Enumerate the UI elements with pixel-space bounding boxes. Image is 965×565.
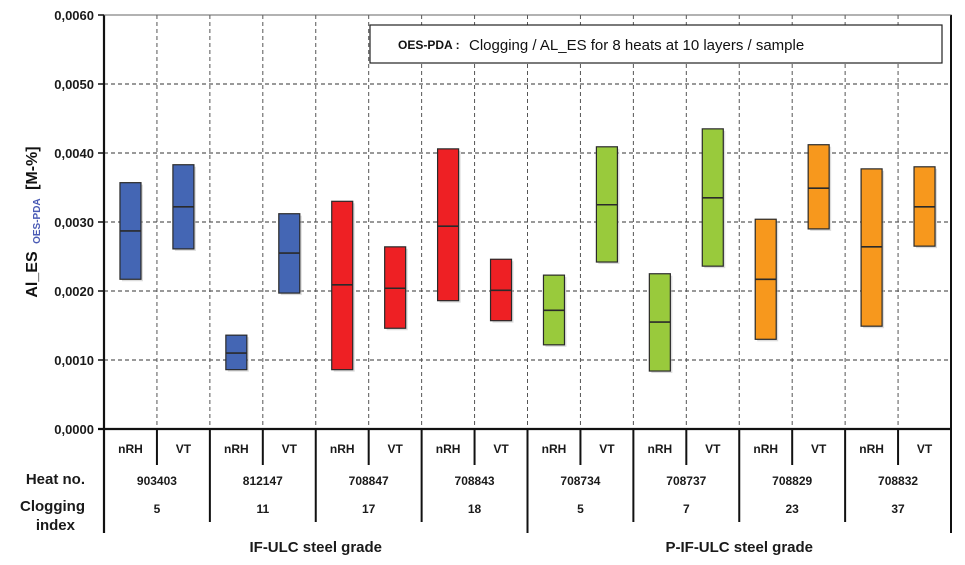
y-axis-label-unit: [M-%] [24, 146, 41, 190]
chart-title: Clogging / AL_ES for 8 heats at 10 layer… [469, 37, 804, 54]
y-tick-label: 0,0000 [54, 422, 94, 437]
legend-frame [369, 24, 943, 64]
svg-text:Al_ES OES-PDA [M-%: Al_ES OES-PDA [M-%] [24, 146, 44, 297]
process-label-nRH: nRH [436, 442, 461, 456]
row-label-index: index [36, 517, 76, 534]
y-axis-label-subscript: OES-PDA [32, 198, 43, 244]
process-label-VT: VT [811, 442, 827, 456]
y-ticks: 0,0000 0,0010 0,0020 0,0030 0,0040 0,0050 0,00… [54, 8, 94, 437]
clogging-index: 11 [256, 502, 269, 516]
y-tick-label: 0,0010 [54, 353, 94, 368]
heat-number: 903403 [137, 474, 177, 488]
process-label-nRH: nRH [542, 442, 567, 456]
process-label-nRH: nRH [859, 442, 884, 456]
process-label-VT: VT [493, 442, 509, 456]
heat-number: 812147 [243, 474, 283, 488]
heat-number: 708734 [560, 474, 600, 488]
process-label-nRH: nRH [648, 442, 673, 456]
range-bar-708843-nRH [436, 148, 460, 302]
process-label-VT: VT [282, 442, 298, 456]
row-label-heat-no: Heat no. [26, 471, 85, 488]
clogging-index: 18 [468, 502, 482, 516]
clogging-index: 5 [577, 502, 584, 516]
heat-number: 708847 [349, 474, 389, 488]
heat-number: 708829 [772, 474, 812, 488]
process-label-VT: VT [917, 442, 933, 456]
process-label-nRH: nRH [224, 442, 249, 456]
y-axis-label-main: Al_ES [24, 251, 41, 298]
legend-prefix: OES-PDA : [398, 38, 460, 52]
y-axis-label: Al_ES OES-PDA [M-%] [24, 146, 44, 297]
range-bar-708829-VT [807, 144, 830, 230]
y-tick-label: 0,0060 [54, 8, 94, 23]
row-label-clogging: Clogging [20, 498, 85, 515]
category-table: Heat no. Clogging index nRH VT 903403 5 nRH V… [20, 429, 933, 556]
process-label-VT: VT [387, 442, 403, 456]
process-label-VT: VT [176, 442, 192, 456]
clogging-index: 23 [786, 502, 800, 516]
process-label-VT: VT [705, 442, 721, 456]
axes [98, 14, 952, 533]
process-label-VT: VT [599, 442, 615, 456]
process-label-nRH: nRH [330, 442, 355, 456]
heat-number: 708737 [666, 474, 706, 488]
y-tick-label: 0,0040 [54, 146, 94, 161]
steel-grade-group-label: P-IF-ULC steel grade [665, 539, 813, 556]
legend-box: OES-PDA : Clogging / AL_ES for 8 heats a… [369, 24, 943, 64]
process-label-nRH: nRH [753, 442, 778, 456]
clogging-index: 37 [891, 502, 905, 516]
y-tick-label: 0,0020 [54, 284, 94, 299]
steel-grade-group-label: IF-ULC steel grade [249, 539, 382, 556]
y-tick-label: 0,0050 [54, 77, 94, 92]
heat-number: 708843 [455, 474, 495, 488]
clogging-index: 5 [154, 502, 161, 516]
range-bars [119, 128, 938, 374]
y-tick-label: 0,0030 [54, 215, 94, 230]
process-label-nRH: nRH [118, 442, 143, 456]
clogging-index: 7 [683, 502, 690, 516]
clogging-index: 17 [362, 502, 376, 516]
heat-number: 708832 [878, 474, 918, 488]
